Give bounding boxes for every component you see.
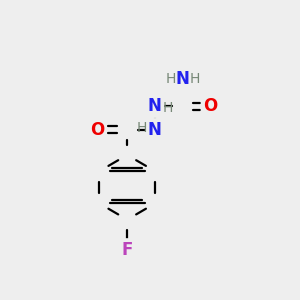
Text: H: H [189,72,200,86]
Text: N: N [176,70,190,88]
Text: N: N [148,98,162,116]
Text: H: H [163,100,173,115]
Text: O: O [90,121,104,139]
Text: H: H [165,72,176,86]
Text: N: N [148,121,162,139]
Text: O: O [203,98,218,116]
Text: H: H [137,122,147,135]
Text: F: F [122,241,133,259]
